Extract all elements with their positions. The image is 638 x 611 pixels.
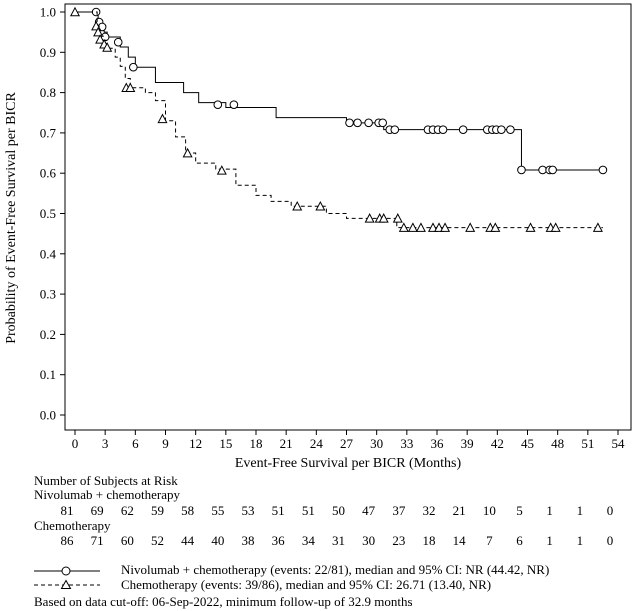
legend xyxy=(34,566,100,589)
x-axis: 0 3 6 9 12 15 18 21 24 27 30 33 36 39 42 45 48 51 54 xyxy=(72,430,625,451)
censor-marker-triangle xyxy=(102,42,113,52)
censor-marker-circle xyxy=(353,118,362,128)
y-tick-label: 1.0 xyxy=(40,5,56,20)
censor-marker-circle xyxy=(548,165,557,175)
x-tick-label: 54 xyxy=(612,436,626,451)
y-axis-title: Probability of Event-Free Survival per B… xyxy=(4,92,19,344)
y-tick-label: 0.4 xyxy=(40,246,57,261)
censor-marker-circle xyxy=(598,165,608,175)
x-tick-label: 21 xyxy=(280,436,293,451)
x-tick-label: 0 xyxy=(72,436,79,451)
x-tick-label: 33 xyxy=(400,436,413,451)
x-tick-label: 36 xyxy=(431,436,445,451)
censor-marker-circle xyxy=(506,125,515,134)
censor-marker-triangle xyxy=(157,113,168,124)
legend-marker-circle xyxy=(61,566,71,576)
censor-marker-triangle xyxy=(216,165,227,175)
censor-marker-circle xyxy=(390,125,400,134)
censor-marker-circle xyxy=(438,125,448,134)
censor-marker-triangle xyxy=(440,222,451,232)
y-tick-label: 0.0 xyxy=(40,408,56,423)
censor-marker-triangle xyxy=(364,213,375,223)
censor-marker-triangle xyxy=(490,222,501,232)
y-tick-label: 0.6 xyxy=(40,166,57,181)
censor-marker-triangle xyxy=(592,222,603,232)
censor-marker-triangle xyxy=(407,222,418,232)
x-tick-label: 18 xyxy=(250,436,263,451)
censor-marker-triangle xyxy=(433,222,445,232)
x-tick-label: 9 xyxy=(162,436,169,451)
censor-marker-triangle xyxy=(95,34,106,44)
x-tick-label: 30 xyxy=(370,436,383,451)
censor-marker-triangle xyxy=(392,213,403,223)
censor-marker-triangle xyxy=(398,222,409,232)
censor-marker-triangle xyxy=(69,6,81,17)
plot-frame xyxy=(64,3,632,431)
y-tick-label: 0.9 xyxy=(40,45,56,60)
censor-marker-circle xyxy=(497,125,506,134)
censor-marker-triangle xyxy=(315,200,326,211)
x-tick-label: 24 xyxy=(310,436,324,451)
legend-text-nivolumab: Nivolumab + chemotherapy (events: 22/81)… xyxy=(121,562,550,577)
x-tick-label: 42 xyxy=(491,436,504,451)
censor-marker-circle xyxy=(213,100,223,109)
x-tick-label: 39 xyxy=(461,436,474,451)
censor-marker-triangle xyxy=(427,222,439,232)
series-layer xyxy=(69,6,608,232)
y-tick-label: 0.2 xyxy=(40,327,56,342)
censor-marker-triangle xyxy=(415,222,426,232)
censor-marker-triangle xyxy=(292,200,303,211)
censor-marker-circle xyxy=(345,118,354,128)
censor-marker-triangle xyxy=(465,222,476,232)
censor-marker-circle xyxy=(229,100,239,109)
censor-marker-circle xyxy=(364,118,373,128)
censor-marker-triangle xyxy=(182,147,193,158)
legend-marker-triangle xyxy=(60,579,72,589)
y-tick-label: 0.8 xyxy=(40,85,56,100)
x-tick-label: 27 xyxy=(340,436,354,451)
censor-marker-circle xyxy=(538,165,547,175)
x-tick-label: 48 xyxy=(551,436,564,451)
y-tick-label: 0.7 xyxy=(40,125,57,140)
censor-marker-circle xyxy=(378,118,388,128)
x-axis-title: Event-Free Survival per BICR (Months) xyxy=(235,456,462,471)
x-tick-label: 12 xyxy=(189,436,202,451)
x-tick-label: 3 xyxy=(102,436,109,451)
censor-marker-circle xyxy=(458,125,468,134)
y-tick-label: 0.1 xyxy=(40,367,56,382)
censor-marker-circle xyxy=(517,165,526,175)
survival-curve-nivolumab xyxy=(75,11,603,171)
y-tick-label: 0.5 xyxy=(40,206,56,221)
x-tick-label: 15 xyxy=(219,436,232,451)
legend-text-chemotherapy: Chemotherapy (events: 39/86), median and… xyxy=(121,577,492,592)
censor-marker-triangle xyxy=(550,222,561,232)
censor-marker-circle xyxy=(129,62,138,72)
x-tick-label: 45 xyxy=(521,436,534,451)
x-tick-label: 51 xyxy=(581,436,594,451)
censor-marker-circle xyxy=(113,37,123,47)
y-axis: 0.0 0.1 0.2 0.3 0.4 0.5 0.6 0.7 0.8 0.9 1.0 xyxy=(40,5,65,423)
censor-marker-triangle xyxy=(125,82,136,93)
footnote: Based on data cut-off: 06-Sep-2022, mini… xyxy=(34,594,413,609)
censor-marker-triangle xyxy=(93,26,104,37)
y-tick-label: 0.3 xyxy=(40,287,56,302)
x-tick-label: 6 xyxy=(132,436,139,451)
censor-marker-triangle xyxy=(525,222,536,232)
censor-marker-triangle xyxy=(378,213,389,223)
survival-curve-chemotherapy xyxy=(75,11,603,229)
